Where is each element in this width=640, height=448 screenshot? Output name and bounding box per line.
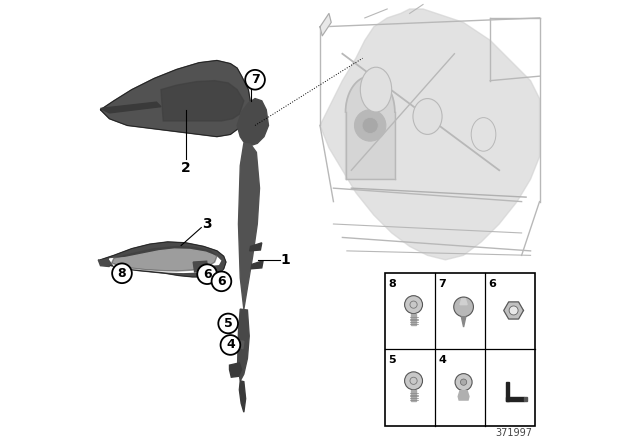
Polygon shape bbox=[460, 299, 467, 305]
Polygon shape bbox=[320, 13, 332, 36]
Circle shape bbox=[245, 70, 265, 90]
Text: 6: 6 bbox=[203, 267, 211, 281]
Text: 7: 7 bbox=[438, 279, 446, 289]
Polygon shape bbox=[458, 391, 469, 400]
Circle shape bbox=[460, 379, 467, 385]
Text: 371997: 371997 bbox=[496, 428, 532, 438]
Circle shape bbox=[509, 306, 518, 315]
Ellipse shape bbox=[360, 67, 392, 112]
Polygon shape bbox=[524, 397, 527, 401]
Polygon shape bbox=[236, 340, 244, 349]
Polygon shape bbox=[161, 81, 244, 121]
Text: 1: 1 bbox=[280, 253, 290, 267]
Text: 5: 5 bbox=[388, 355, 396, 365]
Circle shape bbox=[404, 296, 422, 314]
Polygon shape bbox=[250, 243, 262, 251]
Polygon shape bbox=[98, 260, 109, 267]
Text: 5: 5 bbox=[224, 317, 232, 330]
Polygon shape bbox=[230, 363, 241, 377]
Ellipse shape bbox=[413, 99, 442, 134]
Circle shape bbox=[355, 110, 386, 141]
Polygon shape bbox=[208, 266, 223, 276]
Text: 7: 7 bbox=[251, 73, 259, 86]
Polygon shape bbox=[239, 381, 246, 412]
Circle shape bbox=[197, 264, 217, 284]
Circle shape bbox=[362, 117, 378, 134]
Text: 8: 8 bbox=[118, 267, 126, 280]
Polygon shape bbox=[193, 261, 208, 272]
Circle shape bbox=[454, 297, 474, 317]
Circle shape bbox=[455, 374, 472, 391]
Polygon shape bbox=[320, 9, 540, 260]
Circle shape bbox=[218, 314, 238, 333]
Polygon shape bbox=[506, 397, 524, 401]
Polygon shape bbox=[504, 302, 524, 319]
Polygon shape bbox=[111, 246, 217, 271]
Polygon shape bbox=[100, 60, 250, 137]
Circle shape bbox=[404, 372, 422, 390]
Polygon shape bbox=[251, 261, 263, 269]
Text: 4: 4 bbox=[226, 338, 235, 352]
Circle shape bbox=[212, 271, 231, 291]
Polygon shape bbox=[100, 102, 161, 113]
Text: 8: 8 bbox=[388, 279, 396, 289]
Text: 6: 6 bbox=[488, 279, 497, 289]
Polygon shape bbox=[411, 314, 416, 325]
Text: 3: 3 bbox=[202, 217, 212, 231]
Text: 6: 6 bbox=[217, 275, 226, 288]
Polygon shape bbox=[237, 99, 269, 146]
Polygon shape bbox=[461, 317, 466, 327]
Text: 2: 2 bbox=[180, 161, 191, 175]
Polygon shape bbox=[346, 76, 395, 179]
Polygon shape bbox=[411, 390, 416, 401]
Polygon shape bbox=[506, 382, 509, 401]
Circle shape bbox=[221, 335, 240, 355]
Ellipse shape bbox=[471, 117, 496, 151]
Circle shape bbox=[112, 263, 132, 283]
Text: 4: 4 bbox=[438, 355, 447, 365]
Polygon shape bbox=[239, 143, 260, 309]
Polygon shape bbox=[237, 309, 249, 381]
Polygon shape bbox=[109, 249, 221, 272]
Polygon shape bbox=[100, 242, 226, 277]
Bar bbox=[385, 273, 535, 426]
